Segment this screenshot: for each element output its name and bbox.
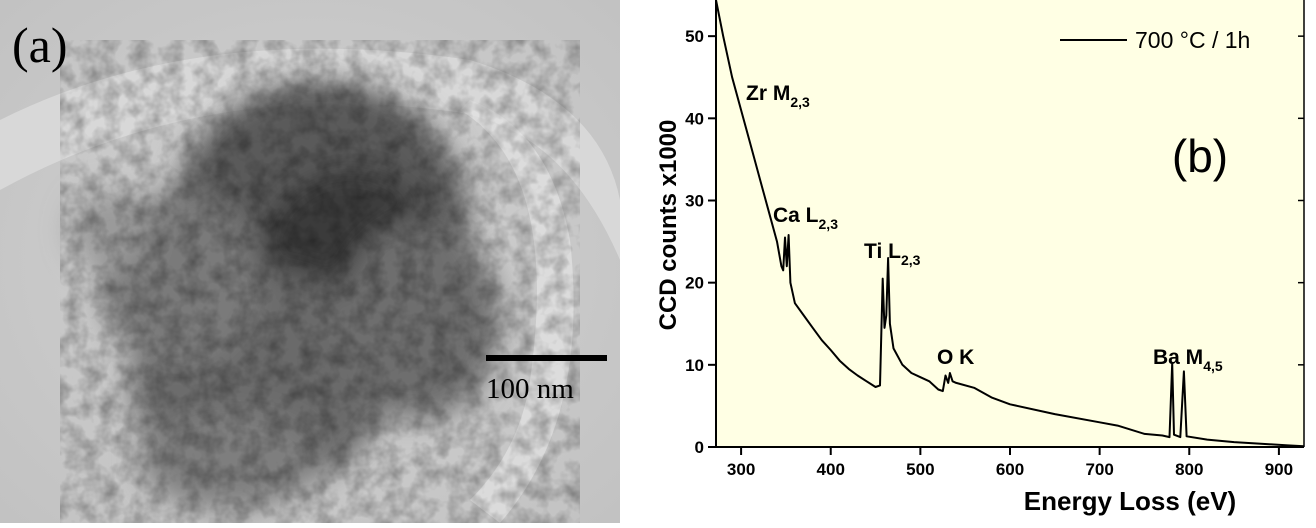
peak-annotation: Ti L2,3 xyxy=(864,240,921,268)
annotation-subscript: 4,5 xyxy=(1203,358,1223,374)
y-axis-label: CCD counts x1000 xyxy=(655,120,682,331)
y-tick-label: 30 xyxy=(685,191,704,210)
x-tick-label: 900 xyxy=(1265,460,1293,479)
tem-image: 100 nm (a) xyxy=(0,0,620,523)
panel-label: (b) xyxy=(1172,130,1228,182)
x-tick-label: 400 xyxy=(817,460,845,479)
annotation-text: Zr M xyxy=(746,82,790,105)
x-tick-label: 500 xyxy=(906,460,934,479)
legend-label: 700 °C / 1h xyxy=(1135,27,1250,53)
spectrum-line xyxy=(715,0,1305,448)
annotation-text: O K xyxy=(937,346,974,369)
plot-area xyxy=(716,0,1304,447)
peak-annotation: O K xyxy=(937,346,974,369)
y-tick-label: 50 xyxy=(685,27,704,46)
scale-bar-label: 100 nm xyxy=(486,373,574,405)
annotation-subscript: 2,3 xyxy=(819,216,839,232)
x-tick-label: 300 xyxy=(727,460,755,479)
chart: 0 10 20 30 40 50 300 400 500 600 700 800 900 Energy L… xyxy=(655,0,1305,516)
x-axis-label: Energy Loss (eV) xyxy=(1024,486,1236,516)
panel-label: (a) xyxy=(12,17,68,73)
annotation-text: Ca L xyxy=(773,204,819,227)
x-tick-label: 700 xyxy=(1085,460,1113,479)
x-tick-label: 600 xyxy=(996,460,1024,479)
peak-annotation: Ba M4,5 xyxy=(1153,346,1223,374)
y-tick-label: 20 xyxy=(685,274,704,293)
y-tick-label: 0 xyxy=(695,438,704,457)
annotation-subscript: 2,3 xyxy=(901,252,921,268)
y-tick-label: 40 xyxy=(685,109,704,128)
x-tick-label: 800 xyxy=(1175,460,1203,479)
peak-annotation: Zr M2,3 xyxy=(746,82,810,110)
annotation-text: Ba M xyxy=(1153,346,1203,369)
peak-annotation: Ca L2,3 xyxy=(773,204,838,232)
annotation-subscript: 2,3 xyxy=(790,94,810,110)
annotation-text: Ti L xyxy=(864,240,901,263)
y-tick-label: 10 xyxy=(685,356,704,375)
